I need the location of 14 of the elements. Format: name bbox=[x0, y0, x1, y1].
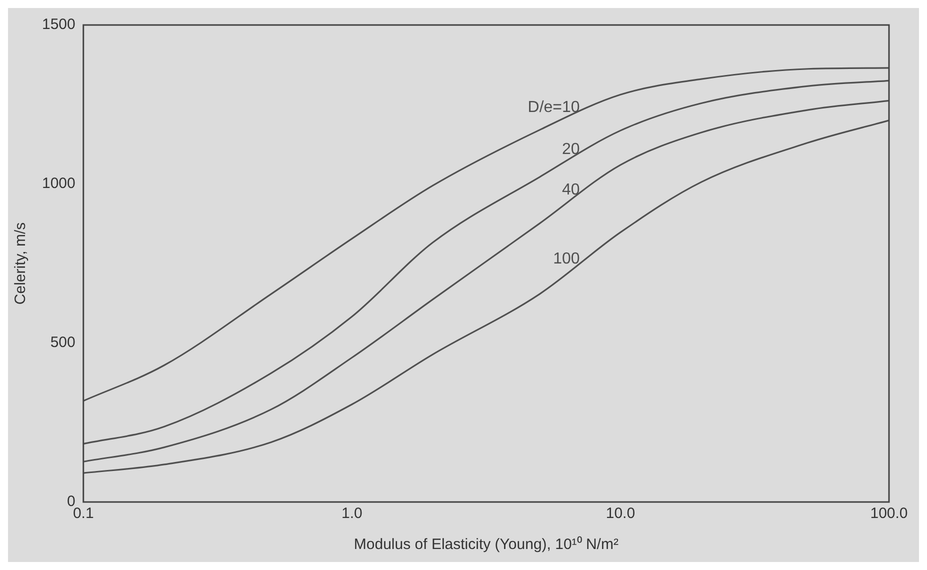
x-tick-label: 10.0 bbox=[606, 505, 636, 522]
y-tick-label: 1500 bbox=[42, 16, 76, 34]
series-label: D/e=10 bbox=[528, 99, 580, 116]
series-label: 100 bbox=[553, 250, 580, 268]
series-label: 20 bbox=[562, 140, 580, 158]
x-tick-label: 1.0 bbox=[341, 505, 362, 522]
y-axis-title: Celerity, m/s bbox=[12, 222, 30, 305]
x-tick-label: 100.0 bbox=[870, 505, 908, 522]
y-tick-label: 500 bbox=[50, 334, 76, 352]
y-tick-label: 0 bbox=[67, 493, 76, 510]
x-axis-title: Modulus of Elasticity (Young), 10¹⁰ N/m² bbox=[354, 536, 618, 554]
series-label: 40 bbox=[562, 181, 580, 198]
x-tick-label: 0.1 bbox=[72, 505, 94, 522]
y-tick-label: 1000 bbox=[42, 175, 76, 192]
